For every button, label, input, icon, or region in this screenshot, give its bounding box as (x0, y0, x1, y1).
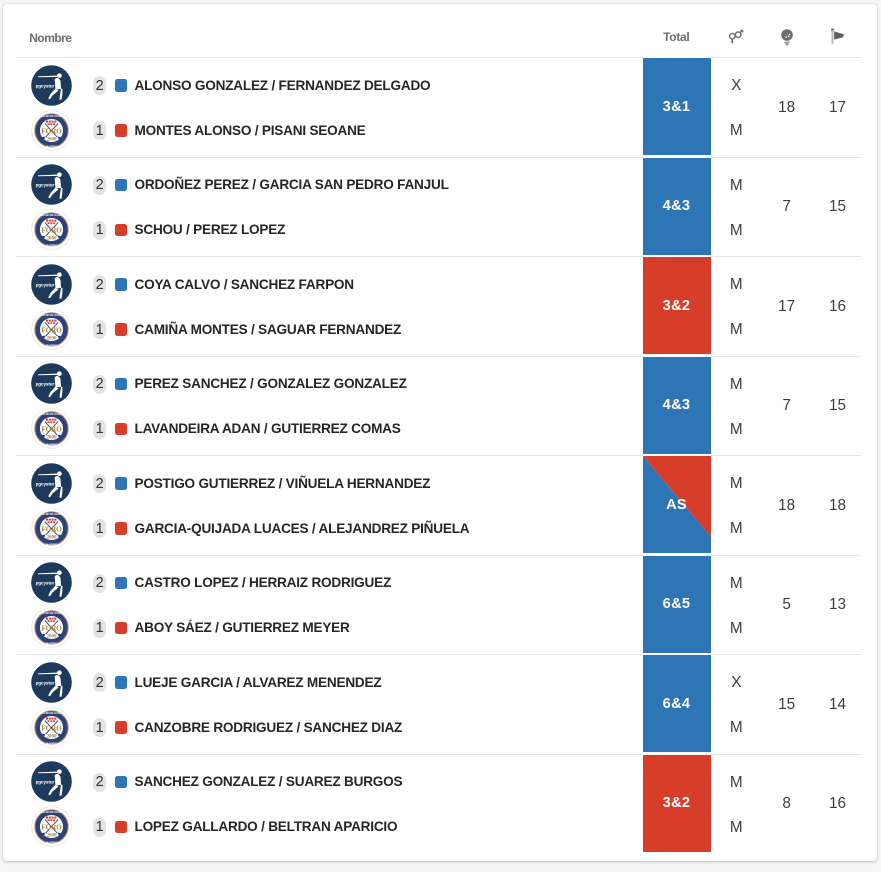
svg-text:pgcystur: pgcystur (35, 581, 54, 586)
svg-text:pgcystur: pgcystur (35, 282, 54, 287)
svg-text:CLUB DE GOLF: CLUB DE GOLF (40, 512, 62, 516)
svg-text:pgcystur: pgcystur (35, 680, 54, 685)
svg-text:MADRID: MADRID (45, 244, 57, 248)
svg-text:2000: 2000 (46, 834, 56, 839)
svg-text:MADRID: MADRID (45, 144, 57, 148)
svg-text:pgcystur: pgcystur (35, 481, 54, 486)
svg-text:2000: 2000 (46, 336, 56, 341)
svg-text:MADRID: MADRID (45, 841, 57, 845)
svg-text:MADRID: MADRID (45, 443, 57, 447)
svg-text:MADRID: MADRID (45, 343, 57, 347)
svg-text:CLUB DE GOLF: CLUB DE GOLF (40, 611, 62, 615)
svg-text:MADRID: MADRID (45, 741, 57, 745)
svg-text:2000: 2000 (46, 436, 56, 441)
svg-text:CLUB DE GOLF: CLUB DE GOLF (40, 810, 62, 814)
svg-text:FORO: FORO (41, 126, 62, 135)
svg-text:2000: 2000 (46, 237, 56, 242)
svg-text:2000: 2000 (46, 535, 56, 540)
svg-text:2000: 2000 (46, 734, 56, 739)
svg-text:CLUB DE GOLF: CLUB DE GOLF (40, 213, 62, 217)
svg-text:MADRID: MADRID (45, 642, 57, 646)
svg-text:CLUB DE GOLF: CLUB DE GOLF (40, 711, 62, 715)
svg-text:FORO: FORO (41, 325, 62, 334)
svg-text:pgcystur: pgcystur (35, 382, 54, 387)
svg-text:FORO: FORO (41, 723, 62, 732)
svg-text:FORO: FORO (41, 823, 62, 832)
svg-text:2000: 2000 (46, 635, 56, 640)
svg-text:FORO: FORO (41, 226, 62, 235)
svg-text:2000: 2000 (46, 137, 56, 142)
svg-text:pgcystur: pgcystur (35, 780, 54, 785)
svg-text:pgcystur: pgcystur (35, 183, 54, 188)
svg-text:FORO: FORO (41, 425, 62, 434)
svg-text:FORO: FORO (41, 524, 62, 533)
svg-text:CLUB DE GOLF: CLUB DE GOLF (40, 114, 62, 118)
svg-text:CLUB DE GOLF: CLUB DE GOLF (40, 313, 62, 317)
svg-text:pgcystur: pgcystur (35, 83, 54, 88)
svg-text:CLUB DE GOLF: CLUB DE GOLF (40, 412, 62, 416)
svg-text:MADRID: MADRID (45, 542, 57, 546)
svg-text:FORO: FORO (41, 624, 62, 633)
